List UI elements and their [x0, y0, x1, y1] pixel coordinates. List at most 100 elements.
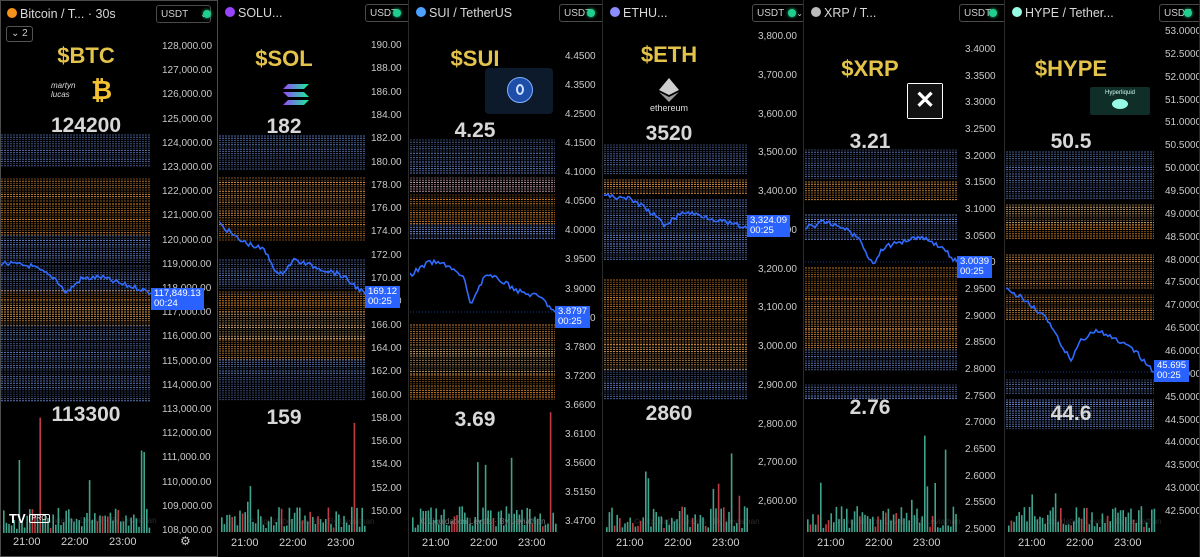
price-axis-label: 3.2000 — [965, 150, 996, 162]
currency-label: USDT — [370, 8, 398, 19]
volume-bar — [523, 525, 526, 532]
volume-bar — [414, 527, 417, 532]
price-axis-label: 2.7000 — [965, 417, 996, 429]
price-axis-label: 44.0000 — [1165, 437, 1200, 449]
price-axis-label: 120,000.00 — [162, 234, 213, 246]
chart-header: SUI / TetherUS USDT⌄ — [410, 0, 602, 26]
volume-bar — [547, 523, 549, 532]
chart-plot-eth[interactable] — [604, 0, 804, 557]
volume-bar — [503, 525, 505, 532]
price-axis-label: 4.4500 — [565, 51, 596, 62]
volume-bar — [265, 527, 267, 532]
volume-bar — [866, 516, 869, 532]
price-axis-label: 162.00 — [371, 366, 402, 378]
watermark: © Liquidation Levels · By Leviathan — [249, 517, 375, 526]
chart-panel-hype[interactable]: HYPE / Tether...USDT⌄53.000052.500052.00… — [1006, 0, 1200, 557]
current-price: 3.8797 — [558, 306, 588, 317]
volume-bar — [652, 508, 655, 532]
volume-bar — [1034, 516, 1036, 532]
chart-panel-sui[interactable]: SUI / TetherUS USDT⌄ 4.4500 4.3500 4.2500 4.1… — [410, 0, 603, 557]
upper-liquidation-level: 4.25 — [454, 119, 496, 142]
symbol-icon — [1012, 7, 1022, 17]
price-axis-label: 3.0500 — [965, 230, 996, 242]
collapse-toggle-button[interactable]: ⌄ 2 — [6, 26, 33, 42]
symbol-name[interactable]: XRP / T... — [824, 6, 877, 20]
volume-bar — [314, 524, 317, 532]
settings-gear-icon[interactable]: ⚙ — [180, 534, 191, 548]
price-axis-label: 3.1500 — [965, 177, 996, 189]
watermark: © Liquidation Levels · By Leviathan — [420, 517, 546, 526]
chart-panel-sol[interactable]: SOLU... USDT⌄ 190.00 188.00 186.00 184.00 182.… — [219, 0, 409, 557]
chart-panel-eth[interactable]: ETHU... USDT ⌄ 3,800.00 3,700.00 3,600.00 3,50… — [604, 0, 804, 557]
currency-select[interactable]: USDT⌄ — [959, 4, 1004, 22]
symbol-icon — [416, 7, 426, 17]
price-axis-label: 42.5000 — [1165, 506, 1200, 517]
chart-plot-xrp[interactable] — [805, 0, 1005, 557]
symbol-name[interactable]: SUI / TetherUS — [429, 6, 513, 20]
volume-bar — [937, 527, 939, 532]
price-axis-label: 48.0000 — [1165, 254, 1200, 266]
chevron-down-icon: ⌄ — [796, 9, 803, 18]
chart-panel-btc[interactable]: Bitcoin / T... · 30s USDT ⌄⌄ 2 128,000.00 12… — [0, 0, 218, 557]
volume-bar — [280, 508, 283, 532]
symbol-name[interactable]: Bitcoin / T... · 30s — [20, 7, 116, 21]
volume-bar — [671, 517, 673, 532]
price-axis-label: 180.00 — [371, 156, 402, 168]
chart-plot-sui[interactable] — [410, 0, 603, 557]
lower-liquidation-level: 2.76 — [849, 396, 891, 419]
volume-bar — [440, 515, 443, 532]
chart-plot-btc[interactable] — [1, 1, 218, 557]
volume-bar — [1145, 522, 1148, 532]
hyperliquid-wordmark: Hyperliquid — [1104, 90, 1135, 96]
chart-panel-xrp[interactable]: XRP / T... USDT ⌄ 3.4000 3.3500 3.3000 3.2500 3… — [805, 0, 1005, 557]
volume-bar — [663, 528, 665, 532]
time-axis-label: 21:00 — [13, 536, 41, 548]
volume-bar — [840, 506, 843, 532]
symbol-name[interactable]: SOLU... — [238, 6, 283, 20]
volume-bar — [660, 516, 663, 532]
price-axis-label: 2,800.00 — [758, 418, 797, 430]
volume-bar — [859, 516, 861, 532]
currency-select[interactable]: USDT⌄ — [1159, 4, 1199, 22]
volume-bar — [1075, 507, 1078, 532]
volume-bar — [817, 514, 819, 532]
volume-bar — [835, 506, 838, 532]
volume-bar — [1044, 523, 1046, 532]
time-axis-label: 22:00 — [865, 537, 893, 549]
watermark: © Liquidation Levels · By Leviathan — [634, 517, 760, 526]
volume-bar — [39, 417, 41, 533]
currency-select[interactable]: USDT⌄ — [752, 4, 803, 22]
currency-select[interactable]: USDT⌄ — [365, 4, 408, 22]
volume-bar — [851, 519, 853, 532]
volume-bar — [929, 526, 931, 532]
volume-bar — [257, 509, 259, 532]
volume-bar — [65, 510, 67, 533]
volume-bar — [26, 515, 28, 533]
chart-plot-sol[interactable] — [219, 0, 409, 557]
volume-bar — [430, 507, 432, 532]
price-axis-label: 124,000.00 — [162, 137, 213, 149]
symbol-name[interactable]: HYPE / Tether... — [1025, 6, 1114, 20]
chart-plot-hype[interactable] — [1006, 0, 1200, 557]
currency-label: USDT — [1164, 8, 1192, 19]
volume-bar — [608, 512, 611, 532]
volume-bar — [1070, 525, 1072, 532]
ticker-label: $HYPE — [1034, 56, 1108, 81]
symbol-name[interactable]: ETHU... — [623, 6, 668, 20]
current-price-tag: 117,849.13 00:24 — [151, 288, 204, 310]
volume-bar — [702, 517, 704, 532]
price-axis-label: 3.4000 — [965, 44, 996, 55]
price-line — [604, 192, 748, 229]
price-axis-label: 2.8000 — [965, 364, 996, 375]
volume-bar — [223, 524, 226, 532]
volume-bar — [632, 522, 634, 532]
tradingview-logo[interactable]: TV PRO — [9, 511, 50, 526]
volume-bar — [1122, 510, 1124, 532]
volume-bar — [885, 512, 887, 532]
bar-countdown: 00:25 — [558, 316, 582, 327]
volume-bar — [31, 509, 34, 533]
volume-bar — [252, 521, 254, 532]
price-axis-label: 126,000.00 — [162, 89, 213, 101]
currency-select[interactable]: USDT⌄ — [559, 4, 602, 22]
time-axis-label: 22:00 — [470, 537, 498, 549]
